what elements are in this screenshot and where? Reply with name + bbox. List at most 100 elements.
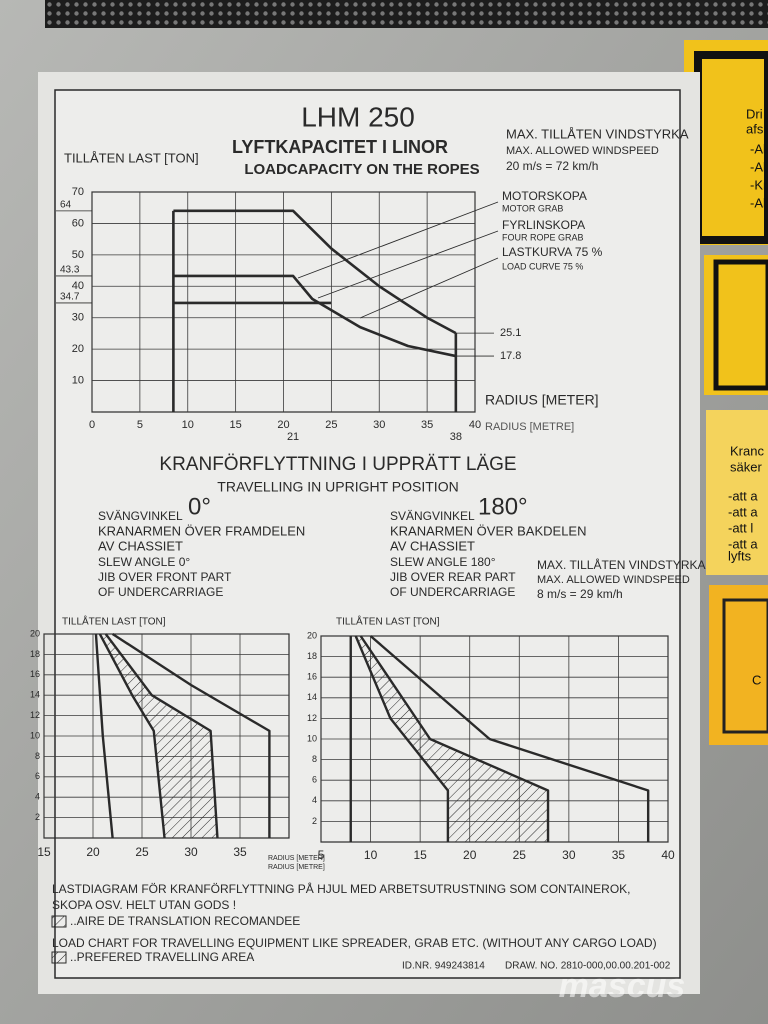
curve [354, 635, 450, 842]
footer-text: ..PREFERED TRAVELLING AREA [70, 950, 254, 964]
x-tick-label: 20 [86, 845, 100, 859]
side-note: -att a [728, 504, 758, 519]
x-tick-label: 30 [373, 419, 385, 431]
y-tick-label: 18 [30, 649, 40, 659]
slew-text: OF UNDERCARRIAGE [98, 585, 223, 599]
y-tick-label: 40 [72, 280, 84, 292]
side-note: -att a [728, 536, 758, 551]
side-note: -Kr [750, 177, 768, 192]
y-tick-label: 70 [72, 186, 84, 198]
hatch-swatch [51, 951, 67, 964]
legend-entry: FYRLINSKOPA [502, 218, 585, 232]
slew-text: KRANARMEN ÖVER FRAMDELEN [98, 523, 305, 538]
id-number: ID.NR. 949243814 [402, 961, 485, 972]
side-note: afs [746, 121, 764, 136]
x-tick-label: 0 [89, 419, 95, 431]
wind-label: MAX. TILLÅTEN VINDSTYRKA [506, 126, 689, 141]
slew-label: SVÄNGVINKEL [390, 509, 475, 523]
x-axis-label: RADIUS [METER] [485, 392, 599, 408]
y-tick-label: 16 [30, 669, 40, 679]
y-tick-label: 30 [72, 312, 84, 324]
wind-label: MAX. TILLÅTEN VINDSTYRKA [537, 557, 706, 572]
wind-label: MAX. ALLOWED WINDSPEED [506, 145, 659, 157]
leader-line [317, 230, 499, 299]
side-note: -Al [750, 141, 766, 156]
end-label: 25.1 [500, 327, 521, 339]
footer-text: LOAD CHART FOR TRAVELLING EQUIPMENT LIKE… [52, 936, 657, 950]
slew-text: KRANARMEN ÖVER BAKDELEN [390, 523, 587, 538]
y-tick-label: 14 [307, 692, 317, 702]
y-tick-label: 20 [30, 628, 40, 638]
y-tick-label: 8 [312, 754, 317, 764]
x-tick-label: 10 [182, 419, 194, 431]
slew-text: OF UNDERCARRIAGE [390, 585, 515, 599]
hatched-area [355, 636, 549, 842]
y-tick-label: 50 [72, 249, 84, 261]
slew-text: AV CHASSIET [390, 538, 475, 553]
section-title: KRANFÖRFLYTTNING I UPPRÄTT LÄGE [159, 454, 516, 475]
x-tick-label: 15 [413, 848, 427, 862]
y-tick-label: 4 [312, 795, 317, 805]
legend-entry: FOUR ROPE GRAB [502, 232, 584, 242]
drawing-number: DRAW. NO. 2810-000,00.00.201-002 [505, 961, 671, 972]
hatched-area [99, 634, 218, 838]
x-axis-label: RADIUS [METRE] [268, 864, 325, 871]
title: LHM 250 [301, 101, 415, 132]
section-subtitle: TRAVELLING IN UPRIGHT POSITION [217, 479, 458, 495]
x-tick-label: 5 [318, 848, 325, 862]
curve [173, 274, 457, 358]
x-tick-label: 20 [277, 419, 289, 431]
footer-text: SKOPA OSV. HELT UTAN GODS ! [52, 898, 236, 912]
y-tick-label: 14 [30, 690, 40, 700]
x-tick-label: 40 [661, 848, 675, 862]
footer-text: LASTDIAGRAM FÖR KRANFÖRFLYTTNING PÅ HJUL… [52, 881, 631, 896]
y-tick-label: 60 [72, 217, 84, 229]
y-tick-label: 10 [30, 730, 40, 740]
y-tick-label: 16 [307, 672, 317, 682]
side-note: Kranc [730, 443, 764, 458]
x-tick-label: 30 [562, 848, 576, 862]
legend-entry: LOAD CURVE 75 % [502, 261, 583, 271]
legend-entry: LASTKURVA 75 % [502, 245, 603, 259]
y-axis-label: TILLÅTEN LAST [TON] [64, 150, 199, 165]
curve [369, 635, 650, 842]
x-tick-label: 5 [137, 419, 143, 431]
side-note: -Al [750, 195, 766, 210]
wind-value: 20 m/s = 72 km/h [506, 159, 598, 173]
side-note: -att l [728, 520, 753, 535]
footer-text: ..AIRE DE TRANSLATION RECOMANDEE [70, 914, 300, 928]
level-label: 43.3 [60, 265, 80, 276]
level-label: 64 [60, 199, 72, 210]
wind-value: 8 m/s = 29 km/h [537, 587, 623, 601]
y-tick-label: 18 [307, 651, 317, 661]
side-note: Dri [746, 106, 763, 121]
side-note: -Al [750, 159, 766, 174]
slew-text: SLEW ANGLE 0° [98, 555, 190, 569]
sticker-frame [722, 598, 768, 734]
y-axis-label: TILLÅTEN LAST [TON] [62, 615, 166, 628]
curve [94, 633, 114, 839]
y-tick-label: 10 [72, 374, 84, 386]
side-note: -att a [728, 488, 758, 503]
slew-angle: 0° [188, 493, 211, 520]
level-label: 34.7 [60, 292, 80, 303]
end-label: 17.8 [500, 350, 521, 362]
legend-entry: MOTORSKOPA [502, 189, 587, 203]
sticker-frame [713, 259, 768, 391]
x-tick-label: 30 [184, 845, 198, 859]
slew-text: JIB OVER REAR PART [390, 570, 516, 584]
subtitle: LYFTKAPACITET I LINOR [232, 137, 448, 157]
curve [173, 209, 457, 335]
y-tick-label: 8 [35, 751, 40, 761]
side-note: C [752, 672, 761, 687]
x-tick-label: 40 [469, 419, 481, 431]
x-axis-label: RADIUS [METRE] [485, 421, 574, 433]
curve [359, 635, 550, 842]
y-tick-label: 4 [35, 792, 40, 802]
y-tick-label: 2 [35, 812, 40, 822]
watermark: mascus [559, 967, 686, 1005]
x-tick-label: 25 [135, 845, 149, 859]
x-axis-label: RADIUS [METER] [268, 855, 325, 862]
x-tick-label: 25 [513, 848, 527, 862]
x-tick-label: 15 [230, 419, 242, 431]
